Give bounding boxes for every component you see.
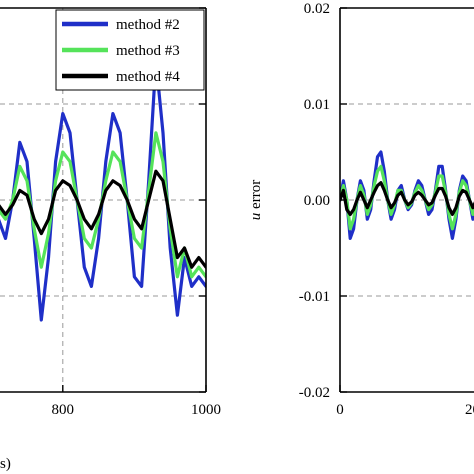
series-line-method-4 (0, 169, 206, 269)
right-ticks: 0 200 -0.02 -0.01 0.00 0.01 0.02 (299, 1, 474, 418)
y-tick-label: 0.00 (304, 193, 330, 209)
series-line-method-3 (340, 164, 474, 231)
x-tick-label: 800 (52, 402, 75, 418)
right-panel: 0 200 -0.02 -0.01 0.00 0.01 0.02 u error (248, 1, 474, 418)
legend-label: method #4 (116, 69, 180, 85)
right-series-group (340, 150, 474, 240)
y-tick-label: -0.01 (299, 289, 330, 305)
right-y-axis-title-rest: error (248, 180, 264, 213)
y-tick-label: 0.02 (304, 1, 330, 17)
right-grid (340, 103, 474, 297)
x-tick-label: 0 (336, 402, 344, 418)
legend-label: method #3 (116, 43, 180, 59)
right-y-axis-title: u error (248, 180, 264, 220)
left-x-axis-title: s) (0, 456, 11, 472)
left-series-group (0, 59, 206, 322)
x-tick-label: 1000 (191, 402, 221, 418)
right-y-axis-title-italic: u (248, 213, 264, 221)
series-line-method-2 (340, 150, 474, 240)
legend: method #2 method #3 method #4 (55, 9, 205, 91)
left-ticks: 6008001000 (52, 7, 221, 418)
series-line-method-4 (340, 181, 474, 216)
y-tick-label: -0.02 (299, 385, 330, 401)
y-tick-label: 0.01 (304, 97, 330, 113)
legend-label: method #2 (116, 17, 180, 33)
x-tick-label: 200 (465, 402, 474, 418)
